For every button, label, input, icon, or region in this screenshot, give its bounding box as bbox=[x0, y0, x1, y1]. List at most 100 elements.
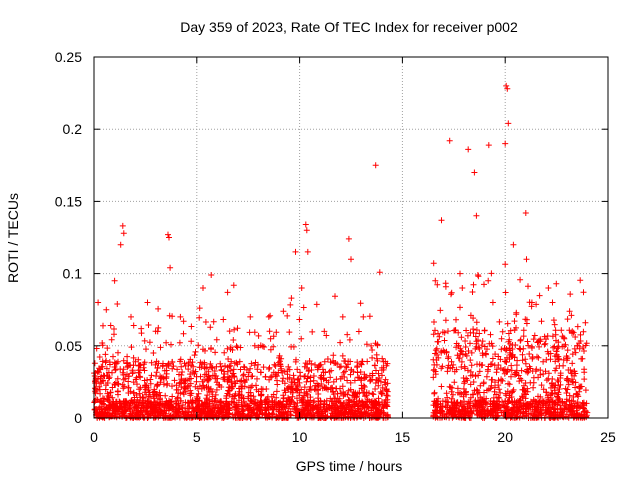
data-point bbox=[356, 397, 363, 404]
data-point bbox=[193, 373, 200, 380]
data-point bbox=[153, 383, 160, 390]
data-point bbox=[522, 388, 529, 395]
data-point bbox=[435, 395, 442, 402]
data-point bbox=[280, 375, 287, 382]
data-point bbox=[127, 400, 134, 407]
data-point bbox=[263, 386, 270, 392]
data-point bbox=[466, 400, 473, 407]
data-point bbox=[254, 366, 261, 373]
data-point bbox=[382, 376, 389, 383]
data-point bbox=[357, 377, 364, 384]
data-point bbox=[114, 375, 121, 382]
data-point bbox=[119, 381, 126, 388]
data-point bbox=[253, 382, 259, 389]
data-point bbox=[525, 283, 531, 290]
data-point bbox=[273, 329, 280, 336]
data-point bbox=[207, 324, 214, 331]
data-point bbox=[507, 327, 514, 334]
data-point bbox=[503, 82, 510, 89]
data-point bbox=[255, 332, 262, 339]
data-point bbox=[458, 358, 465, 365]
data-point bbox=[284, 312, 291, 319]
data-point bbox=[167, 264, 174, 271]
data-point bbox=[250, 407, 257, 414]
data-point bbox=[563, 357, 570, 364]
data-point bbox=[157, 392, 164, 399]
data-point bbox=[577, 277, 584, 284]
data-point bbox=[281, 380, 288, 387]
data-point bbox=[581, 366, 588, 373]
data-point bbox=[327, 374, 334, 381]
data-point bbox=[579, 355, 586, 362]
data-point bbox=[145, 387, 152, 394]
data-point bbox=[384, 411, 391, 418]
data-point bbox=[504, 405, 511, 412]
data-point bbox=[288, 295, 295, 302]
data-point bbox=[350, 368, 357, 375]
data-point bbox=[231, 360, 238, 367]
data-point bbox=[163, 382, 170, 389]
data-point bbox=[140, 395, 147, 401]
data-point bbox=[470, 330, 477, 336]
data-point bbox=[231, 399, 238, 406]
data-point bbox=[469, 410, 476, 417]
data-point bbox=[313, 301, 320, 308]
data-point bbox=[520, 400, 527, 407]
data-point bbox=[188, 338, 195, 345]
data-point bbox=[224, 414, 231, 420]
data-point bbox=[583, 340, 590, 347]
data-point bbox=[263, 406, 270, 413]
data-point bbox=[238, 392, 245, 399]
data-point bbox=[202, 400, 209, 406]
y-tick-label: 0.25 bbox=[55, 49, 82, 65]
data-point bbox=[579, 400, 586, 406]
data-point bbox=[536, 292, 543, 299]
data-point bbox=[467, 368, 474, 375]
data-point bbox=[245, 369, 252, 376]
data-point bbox=[468, 349, 475, 356]
data-point bbox=[491, 388, 498, 395]
data-point bbox=[287, 408, 294, 415]
data-point bbox=[505, 120, 512, 127]
data-point bbox=[328, 367, 335, 374]
data-point bbox=[501, 345, 508, 352]
data-point bbox=[169, 358, 176, 365]
data-point bbox=[163, 339, 170, 346]
data-point bbox=[187, 392, 194, 399]
data-point bbox=[517, 346, 524, 353]
data-point bbox=[470, 281, 477, 288]
data-point bbox=[434, 338, 441, 345]
data-point bbox=[374, 342, 381, 349]
data-point bbox=[473, 327, 480, 333]
data-point bbox=[165, 360, 172, 367]
data-point bbox=[192, 348, 199, 355]
data-point bbox=[185, 366, 192, 373]
data-point bbox=[519, 394, 526, 401]
data-point bbox=[509, 353, 516, 359]
data-point bbox=[236, 385, 242, 392]
data-point bbox=[551, 321, 558, 328]
data-point bbox=[223, 395, 230, 402]
data-point bbox=[438, 383, 445, 390]
chart-title: Day 359 of 2023, Rate Of TEC Index for r… bbox=[180, 19, 518, 35]
data-point bbox=[432, 350, 439, 357]
data-point bbox=[448, 395, 455, 402]
data-point bbox=[138, 330, 145, 337]
data-point bbox=[554, 394, 561, 401]
data-point bbox=[196, 397, 203, 404]
data-point bbox=[338, 363, 344, 370]
data-point bbox=[441, 329, 448, 336]
data-point bbox=[570, 408, 577, 414]
data-point bbox=[132, 358, 139, 365]
data-point bbox=[146, 339, 153, 346]
data-point bbox=[379, 384, 386, 391]
data-point bbox=[150, 350, 157, 356]
data-point bbox=[106, 359, 113, 366]
data-point bbox=[291, 379, 298, 386]
data-point bbox=[554, 377, 561, 384]
data-point bbox=[573, 391, 580, 398]
data-point bbox=[540, 358, 547, 365]
data-point bbox=[476, 403, 483, 409]
data-point bbox=[110, 353, 116, 360]
x-tick-label: 15 bbox=[395, 429, 411, 445]
